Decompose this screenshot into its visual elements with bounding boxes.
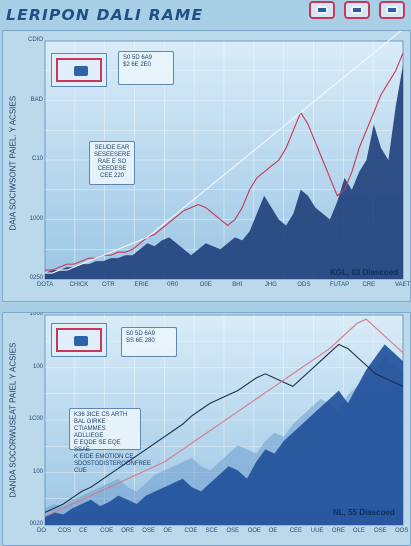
red-frame-icon[interactable] bbox=[379, 1, 405, 19]
x-tick-label: OLE bbox=[352, 528, 365, 534]
y-tick-label: 0250 bbox=[29, 275, 43, 281]
x-tick-label: OTR bbox=[102, 282, 115, 288]
info-card[interactable]: K36 3ICE CS ARTH BAL GIRKE CTIAMMES ADLL… bbox=[69, 408, 151, 474]
logo-badge bbox=[51, 53, 107, 87]
x-tick-label: SCE bbox=[205, 528, 218, 534]
x-tick-label: JHG bbox=[264, 282, 277, 288]
x-tick-label: OOS bbox=[395, 528, 409, 534]
x-tick-label: CE bbox=[79, 528, 88, 534]
x-tick-label: CRE bbox=[362, 282, 376, 288]
x-tick-label: VAET bbox=[395, 282, 411, 288]
y-tick-label: C10 bbox=[31, 156, 43, 162]
red-frame-icon[interactable] bbox=[344, 1, 370, 19]
chart-panel-1: DAIA SOCIWSONT PAIEL. Y ACSIES CDIO BAD C1… bbox=[2, 30, 411, 302]
x-tick-label: ORE bbox=[121, 528, 135, 534]
summary-card[interactable]: S0 5D 6A9 SS 6E 280 bbox=[121, 327, 177, 357]
y-tick-label: BAD bbox=[30, 96, 43, 103]
line-series bbox=[44, 318, 404, 518]
x-tick-label: COS bbox=[58, 528, 72, 534]
summary-card[interactable]: S0 5D 6A9 $2 6E 2E0 bbox=[118, 51, 174, 85]
x-tick-label: UUE bbox=[310, 528, 324, 534]
x-tick-label: DO bbox=[37, 528, 46, 534]
x-tick-label: OSE bbox=[226, 528, 240, 534]
chart-panel-2: DANDA SOCORWUSEAT PAIEL Y ACSIES 1000 100… bbox=[2, 312, 411, 546]
x-tick-label: O0E bbox=[199, 282, 212, 288]
line-series bbox=[45, 31, 402, 274]
chart-note: KGL, 03 Diascoed bbox=[330, 268, 399, 277]
chart-note: NL, 55 Diascoed bbox=[333, 508, 395, 517]
x-tick-label: BHI bbox=[232, 282, 243, 288]
x-tick-label: CHICK bbox=[69, 282, 89, 288]
y-tick-label: 100 bbox=[32, 468, 43, 475]
area-series bbox=[45, 344, 403, 525]
y-tick-label: 1000 bbox=[29, 312, 43, 317]
x-tick-label: ORE bbox=[331, 528, 345, 534]
x-tick-label: COE bbox=[100, 528, 114, 534]
red-frame-icon[interactable] bbox=[309, 1, 335, 19]
y-tick-label: 1C00 bbox=[28, 416, 43, 422]
y-tick-label: 1000 bbox=[29, 215, 43, 222]
info-card[interactable]: SEUDE EAR SESEESERE RAE E SO CEEDESE CEE… bbox=[89, 141, 135, 185]
x-tick-label: OE bbox=[163, 528, 173, 534]
y-tick-label: CDIO bbox=[28, 37, 43, 43]
top-toolbar bbox=[309, 1, 405, 19]
x-tick-label: OSE bbox=[142, 528, 155, 534]
page-title: LERIPON DALI RAME bbox=[6, 6, 204, 24]
x-tick-label: ODS bbox=[297, 282, 311, 288]
x-tick-label: OOE bbox=[247, 528, 261, 534]
x-tick-label: OE bbox=[268, 528, 278, 534]
logo-badge bbox=[51, 323, 107, 357]
y-tick-label: 100 bbox=[32, 363, 43, 370]
x-tick-label: FUTAP bbox=[329, 282, 350, 288]
area-series bbox=[45, 64, 403, 279]
x-tick-label: ERIE bbox=[134, 282, 149, 288]
x-tick-label: DOTA bbox=[37, 282, 54, 288]
y-tick-label: 0020 bbox=[29, 521, 43, 527]
x-tick-label: COE bbox=[184, 528, 198, 534]
x-tick-label: OSE bbox=[373, 528, 387, 534]
x-tick-label: 0R0 bbox=[167, 282, 179, 288]
x-tick-label: CEE bbox=[289, 528, 303, 534]
line-series bbox=[44, 343, 404, 513]
